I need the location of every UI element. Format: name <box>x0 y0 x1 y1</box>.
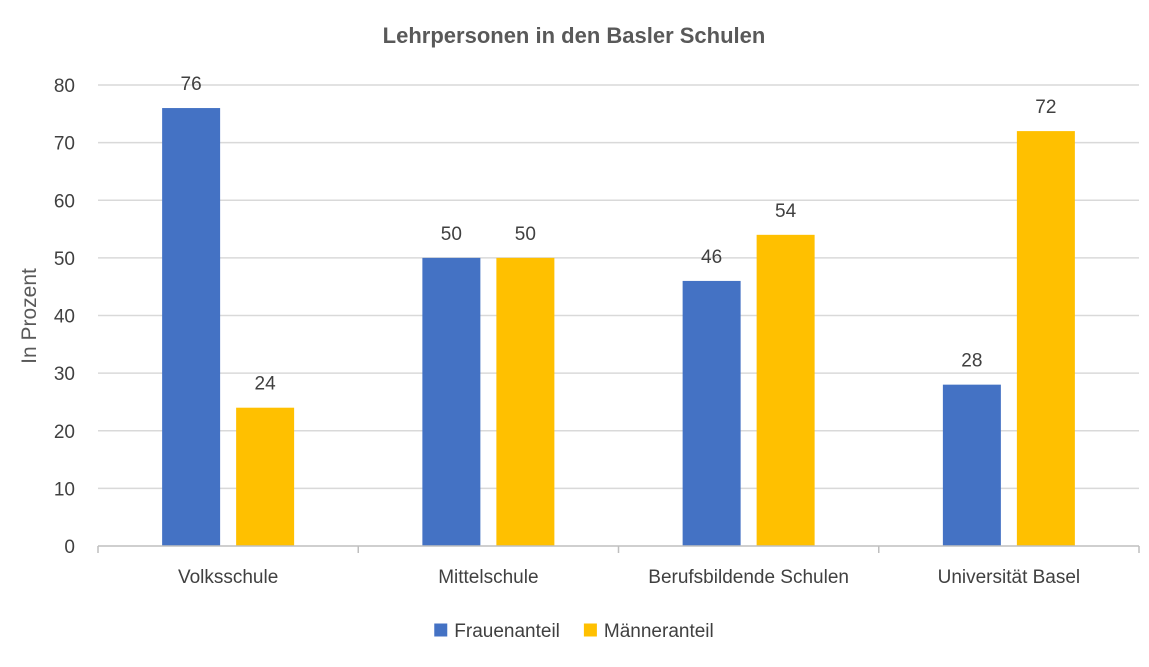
data-label: 50 <box>515 224 536 245</box>
bar <box>682 280 741 546</box>
x-axis <box>97 545 1140 553</box>
y-tick-label: 50 <box>54 249 75 270</box>
y-tick-label: 0 <box>64 537 75 558</box>
y-tick-label: 30 <box>54 364 75 385</box>
data-label: 24 <box>255 374 277 395</box>
data-label: 76 <box>181 74 202 95</box>
data-label: 28 <box>961 351 982 372</box>
y-tick-label: 80 <box>54 76 75 97</box>
x-category-label: Universität Basel <box>938 567 1081 588</box>
chart-title: Lehrpersonen in den Basler Schulen <box>383 23 766 48</box>
bar <box>756 234 815 546</box>
legend: Frauenanteil Männeranteil <box>434 621 714 642</box>
x-category-label: Mittelschule <box>438 567 538 588</box>
legend-label: Männeranteil <box>604 621 714 642</box>
legend-label: Frauenanteil <box>454 621 560 642</box>
x-category-label: Volksschule <box>178 567 278 588</box>
data-label: 50 <box>441 224 462 245</box>
y-tick-label: 40 <box>54 307 75 328</box>
data-label: 72 <box>1035 97 1056 118</box>
y-tick-label: 60 <box>54 191 75 212</box>
y-axis-ticks: 0 10 20 30 40 50 60 70 80 <box>54 76 75 558</box>
bars <box>162 108 1075 547</box>
bar <box>1016 131 1075 546</box>
y-tick-label: 20 <box>54 422 75 443</box>
bar <box>422 257 481 546</box>
y-tick-label: 70 <box>54 134 75 155</box>
bar <box>236 407 295 546</box>
bar <box>496 257 555 546</box>
x-axis-categories: Volksschule Mittelschule Berufsbildende Sc… <box>178 567 1080 588</box>
bar <box>942 384 1001 546</box>
data-labels: 76 24 50 50 46 54 28 72 <box>181 74 1057 395</box>
bar <box>162 108 221 547</box>
legend-swatch <box>583 623 597 637</box>
data-label: 54 <box>775 201 797 222</box>
y-tick-label: 10 <box>54 479 75 500</box>
data-label: 46 <box>701 247 722 268</box>
y-axis-label: In Prozent <box>18 268 41 364</box>
legend-swatch <box>434 623 448 637</box>
x-category-label: Berufsbildende Schulen <box>648 567 849 588</box>
